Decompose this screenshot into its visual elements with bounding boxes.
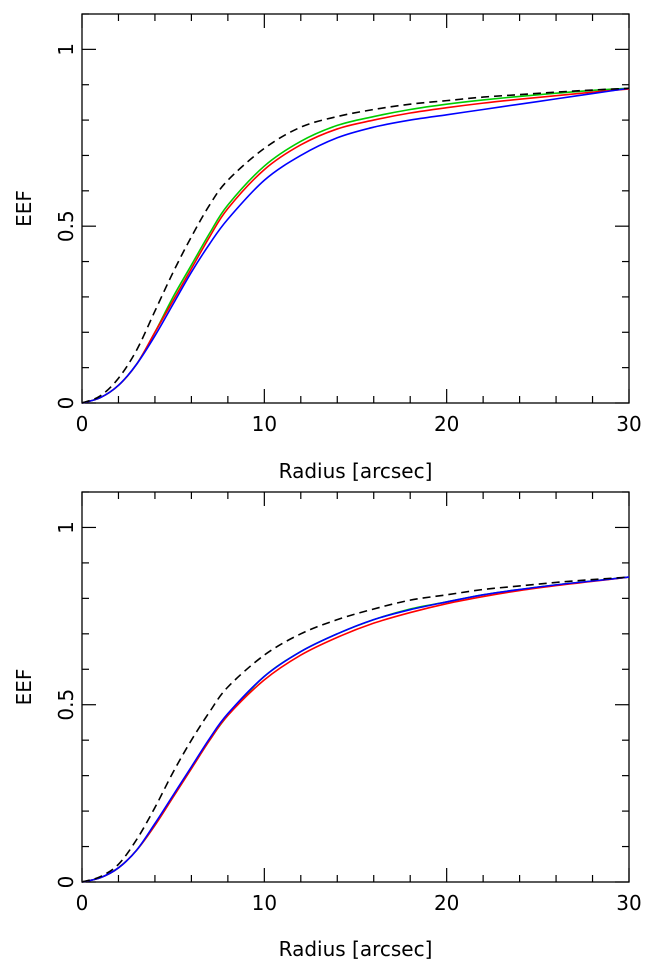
series-line-3	[81, 87, 630, 404]
y-tick-label: 1	[54, 43, 78, 56]
series-line-0	[81, 576, 630, 883]
x-tick-label: 20	[434, 412, 459, 436]
y-axis-title: EEF	[12, 669, 36, 706]
y-tick-label: 0	[54, 397, 78, 410]
y-tick-label: 0.5	[54, 210, 78, 242]
series-line-0	[81, 87, 630, 404]
plot-frame	[81, 13, 630, 404]
y-tick-label: 1	[54, 521, 78, 534]
x-tick-label: 10	[252, 891, 277, 915]
plot-frame	[81, 491, 630, 883]
x-axis-title: Radius [arcsec]	[279, 937, 433, 961]
x-tick-label: 10	[252, 412, 277, 436]
x-tick-label: 30	[616, 412, 641, 436]
x-tick-label: 0	[76, 412, 89, 436]
series-line-1	[81, 87, 630, 404]
series-line-2	[81, 88, 630, 404]
y-axis-title: EEF	[12, 190, 36, 227]
x-tick-label: 30	[616, 891, 641, 915]
x-tick-label: 0	[76, 891, 89, 915]
chart-panel-bottom: 0 10 20 30 0 0.5 1 Radius [arcsec] EEF	[12, 491, 642, 961]
y-tick-label: 0.5	[54, 689, 78, 721]
chart-panel-top: 0 10 20 30 0 0.5 1 Radius [arcsec] EEF	[12, 13, 642, 483]
series-line-2	[81, 576, 630, 883]
series-line-3	[81, 576, 630, 883]
x-tick-label: 20	[434, 891, 459, 915]
series-line-1	[81, 576, 630, 883]
x-axis-title: Radius [arcsec]	[279, 459, 433, 483]
y-tick-label: 0	[54, 876, 78, 889]
